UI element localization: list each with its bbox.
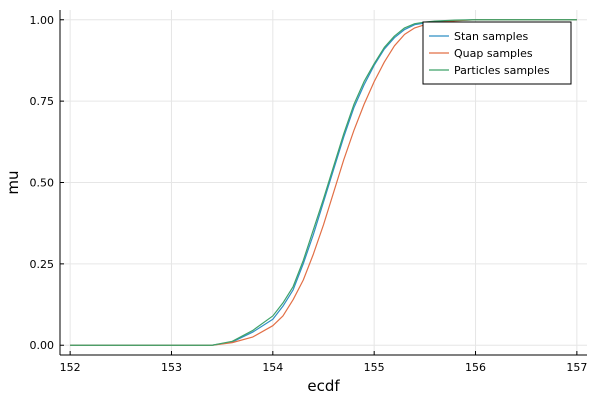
x-axis-title: ecdf (307, 377, 340, 395)
y-tick-label: 0.25 (30, 258, 55, 271)
legend-label: Quap samples (454, 47, 533, 60)
x-tick-label: 156 (465, 361, 486, 374)
x-tick-label: 152 (60, 361, 81, 374)
legend-label: Stan samples (454, 30, 528, 43)
x-tick-label: 157 (566, 361, 587, 374)
legend-label: Particles samples (454, 64, 550, 77)
axes-layer (59, 10, 587, 356)
legend: Stan samples Quap samples Particles sample… (422, 21, 572, 85)
y-tick-label: 0.50 (30, 177, 55, 190)
y-tick-label: 0.75 (30, 95, 55, 108)
x-tick-label: 153 (161, 361, 182, 374)
tick-labels: 152 153 154 155 156 157 0.00 0.25 0.50 0.75 1.00 (30, 14, 588, 374)
y-axis-title: mu (4, 170, 22, 194)
y-tick-label: 1.00 (30, 14, 55, 27)
x-tick-label: 155 (364, 361, 385, 374)
y-tick-label: 0.00 (30, 339, 55, 352)
x-tick-label: 154 (262, 361, 283, 374)
